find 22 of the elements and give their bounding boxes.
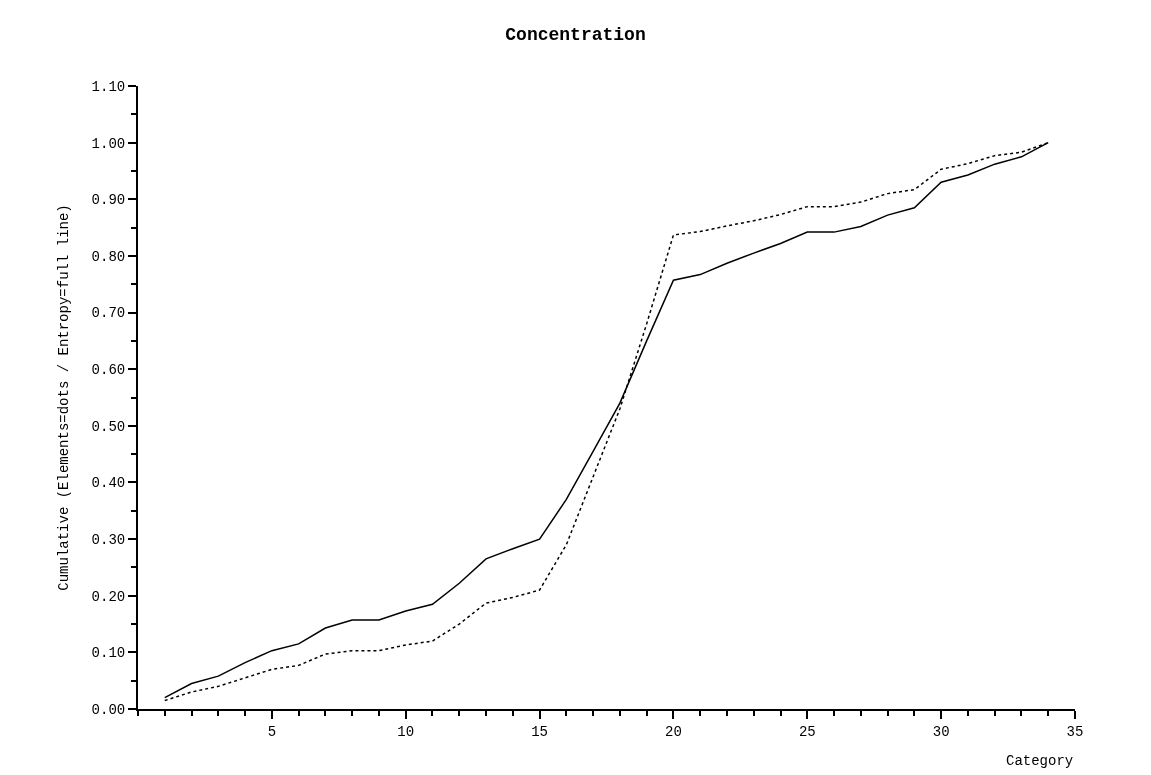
x-tick-label: 5	[267, 723, 277, 740]
x-tick-label: 35	[1066, 723, 1084, 740]
y-axis-title: Cumulative (Elements=dots / Entropy=full line)	[55, 204, 72, 591]
y-tick-label: 0.80	[91, 248, 126, 265]
y-tick-label: 0.00	[91, 701, 126, 718]
y-tick-label: 1.00	[91, 135, 126, 152]
y-tick-label: 0.30	[91, 531, 126, 548]
y-tick-label: 0.10	[91, 645, 126, 662]
y-tick-label: 0.20	[91, 588, 126, 605]
x-tick-label: 10	[397, 723, 415, 740]
x-tick-label: 15	[531, 723, 548, 740]
y-tick-label: 0.70	[91, 305, 126, 322]
y-tick-label: 0.60	[91, 362, 126, 379]
y-tick-label: 0.50	[91, 418, 126, 435]
x-axis-title: Category	[1006, 753, 1074, 769]
x-tick-label: 20	[665, 723, 682, 740]
y-tick-label: 1.10	[91, 78, 126, 95]
y-tick-label: 0.90	[91, 192, 126, 209]
y-tick-label: 0.40	[91, 475, 126, 492]
x-tick-label: 25	[798, 723, 816, 740]
chart-title: Concentration	[505, 24, 646, 45]
x-tick-label: 30	[932, 723, 950, 740]
